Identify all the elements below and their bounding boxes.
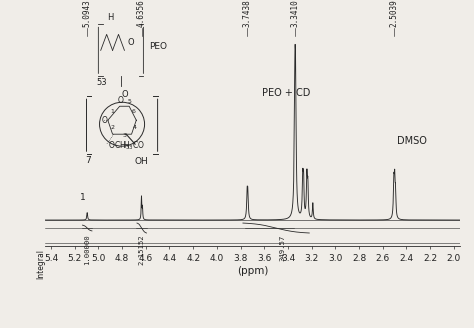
Text: 1: 1 <box>80 193 86 202</box>
Text: 5: 5 <box>127 99 131 104</box>
Text: PEO: PEO <box>149 42 167 51</box>
Text: 1.00000: 1.00000 <box>84 235 90 265</box>
Text: O: O <box>118 96 124 105</box>
Text: OCH$_3$: OCH$_3$ <box>108 140 130 153</box>
Text: 53: 53 <box>96 78 107 87</box>
Text: 3: 3 <box>122 133 126 138</box>
Text: O: O <box>127 38 134 47</box>
Text: 2.15152: 2.15152 <box>139 235 145 265</box>
Text: 4: 4 <box>132 125 137 130</box>
Text: 6: 6 <box>132 109 136 114</box>
Text: 1: 1 <box>111 109 115 114</box>
Text: 3.7438: 3.7438 <box>243 0 252 27</box>
Text: 4.6356: 4.6356 <box>137 0 146 27</box>
Text: H: H <box>107 13 113 22</box>
Text: 5.0943: 5.0943 <box>82 0 91 27</box>
X-axis label: (ppm): (ppm) <box>237 266 268 276</box>
Text: DMSO: DMSO <box>397 136 427 146</box>
Text: 3.3410: 3.3410 <box>291 0 300 27</box>
Text: 2.5039: 2.5039 <box>390 0 399 27</box>
Text: OH: OH <box>135 157 148 166</box>
Text: 7: 7 <box>85 156 91 165</box>
Text: Integral: Integral <box>36 249 45 279</box>
Text: O: O <box>121 90 128 99</box>
Text: 2: 2 <box>111 125 115 130</box>
Text: PEO + CD: PEO + CD <box>262 88 310 98</box>
Text: O: O <box>102 116 108 125</box>
Text: 349.57: 349.57 <box>279 235 285 261</box>
Text: H$_3$CO: H$_3$CO <box>123 140 146 153</box>
